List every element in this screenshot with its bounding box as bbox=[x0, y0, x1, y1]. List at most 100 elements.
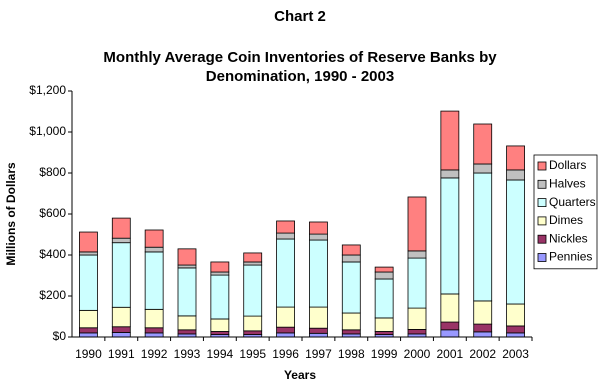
bar-segment bbox=[111, 217, 131, 239]
bar-segment bbox=[276, 238, 295, 308]
y-tick-label: $800 bbox=[39, 165, 66, 179]
x-tick-label: 1992 bbox=[141, 347, 168, 361]
bar-segment bbox=[144, 229, 164, 248]
bar-segment bbox=[177, 329, 197, 335]
x-tick-label: 2001 bbox=[437, 347, 464, 361]
bar-segment bbox=[144, 332, 164, 338]
bar-segment bbox=[111, 332, 131, 338]
legend-label: Nickles bbox=[549, 231, 588, 245]
legend-swatch bbox=[537, 161, 547, 171]
x-tick-label: 2003 bbox=[502, 347, 529, 361]
bar-segment bbox=[506, 325, 525, 334]
x-tick-label: 1990 bbox=[75, 347, 102, 361]
bar-segment bbox=[210, 261, 230, 273]
bar-segment bbox=[276, 220, 295, 234]
y-tick-label: $1,200 bbox=[29, 83, 66, 97]
legend-swatch bbox=[537, 198, 547, 208]
chart-subtitle: Monthly Average Coin Inventories of Rese… bbox=[103, 49, 497, 66]
bar-segment bbox=[374, 271, 394, 280]
bar-segment bbox=[506, 179, 525, 305]
bar-segment bbox=[473, 123, 493, 165]
bar-segment bbox=[210, 274, 230, 320]
bar-segment bbox=[243, 261, 263, 266]
bar-segment bbox=[243, 330, 263, 335]
bar-segment bbox=[79, 309, 98, 329]
legend-label: Quarters bbox=[549, 195, 596, 209]
bar-segment bbox=[440, 169, 460, 179]
bar-segment bbox=[210, 318, 230, 332]
bar-segment bbox=[177, 315, 197, 331]
bar-segment bbox=[440, 321, 460, 331]
bar-segment bbox=[309, 306, 328, 329]
x-tick-label: 1993 bbox=[174, 347, 201, 361]
legend-swatch bbox=[537, 253, 547, 262]
bar-segment bbox=[111, 237, 131, 244]
x-tick-label: 1995 bbox=[239, 347, 266, 361]
bar-segment bbox=[243, 315, 263, 332]
y-tick-label: $600 bbox=[39, 206, 66, 220]
bar-segment bbox=[276, 332, 295, 338]
chart-subtitle: Denomination, 1990 - 2003 bbox=[206, 68, 394, 85]
bar-segment bbox=[243, 252, 263, 263]
x-tick-label: 1991 bbox=[108, 347, 135, 361]
bar-segment bbox=[506, 169, 525, 181]
bar-segment bbox=[177, 267, 197, 317]
y-tick-label: $400 bbox=[39, 247, 66, 261]
legend-label: Halves bbox=[549, 176, 586, 190]
bar-segment bbox=[374, 331, 394, 335]
legend-swatch bbox=[537, 216, 547, 226]
bar-segment bbox=[341, 329, 361, 335]
bar-segment bbox=[473, 172, 493, 302]
bar-segment bbox=[374, 317, 394, 332]
bar-segment bbox=[341, 254, 361, 263]
bar-segment bbox=[341, 312, 361, 331]
bar-segment bbox=[276, 232, 295, 240]
bar-segment bbox=[210, 331, 230, 335]
bar-segment bbox=[79, 251, 98, 256]
bar-segment bbox=[111, 326, 131, 333]
bar-segment bbox=[440, 293, 460, 323]
y-tick-label: $200 bbox=[39, 288, 66, 302]
legend-label: Dimes bbox=[549, 213, 583, 227]
bar-segment bbox=[79, 254, 98, 311]
bar-segment bbox=[341, 261, 361, 314]
bar-segment bbox=[79, 327, 98, 334]
x-tick-label: 1996 bbox=[272, 347, 299, 361]
bar-segment bbox=[144, 246, 164, 253]
chart-title: Chart 2 bbox=[274, 8, 326, 25]
bar-segment bbox=[341, 244, 361, 256]
bar-segment bbox=[79, 332, 98, 338]
bar-segment bbox=[144, 308, 164, 329]
bar-segment bbox=[177, 264, 197, 269]
x-tick-label: 1998 bbox=[338, 347, 365, 361]
bar-segment bbox=[144, 251, 164, 310]
x-tick-label: 1997 bbox=[305, 347, 332, 361]
bar-segment bbox=[407, 307, 427, 330]
bar-segment bbox=[111, 306, 131, 328]
legend-label: Pennies bbox=[549, 250, 592, 264]
x-axis-label: Years bbox=[284, 368, 316, 382]
x-tick-label: 2002 bbox=[469, 347, 496, 361]
legend-label: Dollars bbox=[549, 158, 586, 172]
bar-segment bbox=[276, 326, 295, 334]
bar-segment bbox=[243, 264, 263, 317]
bar-segment bbox=[440, 110, 460, 171]
legend-box bbox=[533, 154, 598, 270]
bar-segment bbox=[374, 266, 394, 273]
x-tick-label: 1999 bbox=[371, 347, 398, 361]
bar-segment bbox=[309, 239, 328, 308]
y-tick-label: $1,000 bbox=[29, 124, 66, 138]
bar-segment bbox=[473, 300, 493, 325]
bar-segment bbox=[374, 278, 394, 319]
legend-swatch bbox=[537, 234, 547, 244]
bar-segment bbox=[111, 242, 131, 308]
bar-segment bbox=[506, 303, 525, 327]
bar-segment bbox=[309, 221, 328, 235]
y-tick-label: $0 bbox=[53, 329, 67, 343]
bar-segment bbox=[473, 331, 493, 338]
bar-segment bbox=[210, 271, 230, 276]
y-axis-label: Millions of Dollars bbox=[4, 162, 18, 266]
bar-segment bbox=[276, 306, 295, 328]
